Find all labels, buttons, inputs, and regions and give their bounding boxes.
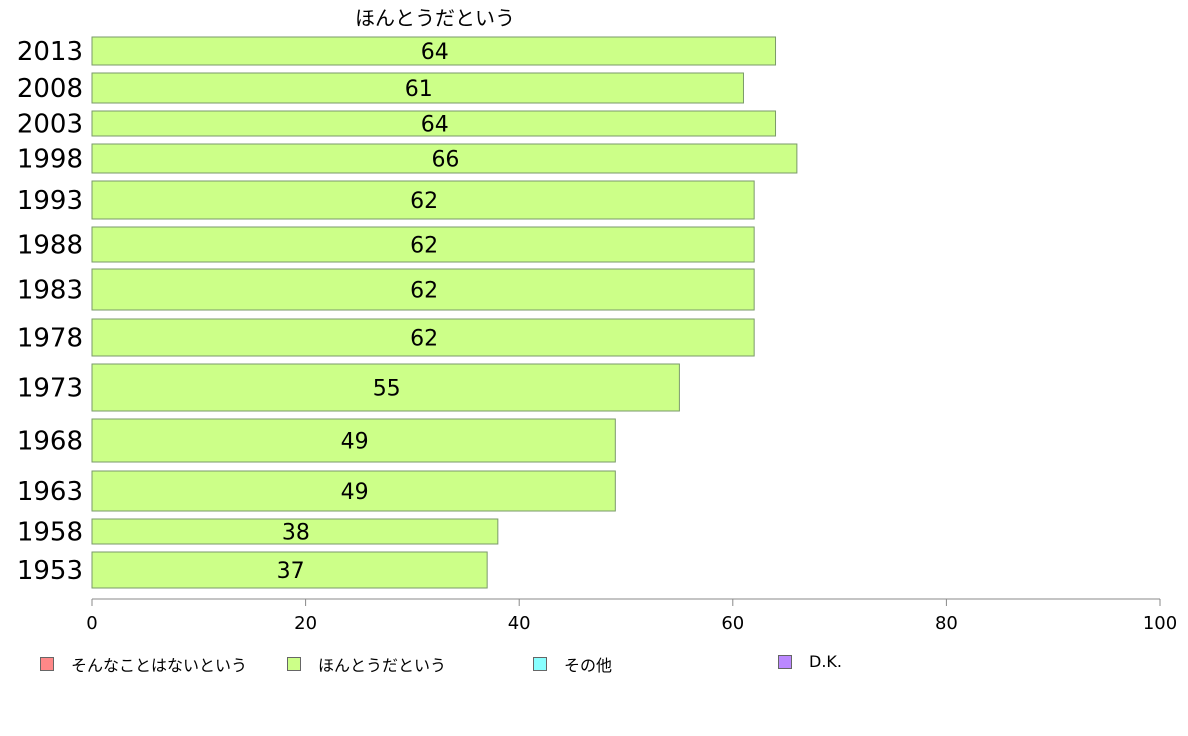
x-tick-label-0: 0 (86, 613, 97, 634)
chart-title: ほんとうだという (355, 6, 515, 30)
data-label-1953: 37 (277, 559, 305, 584)
x-tick-label-20: 20 (294, 613, 317, 634)
category-label-1968: 1968 (17, 427, 83, 457)
category-label-1978: 1978 (17, 324, 83, 354)
bar-1993 (91, 180, 755, 220)
legend-swatch (40, 657, 54, 671)
legend-item-hontou: ほんとうだという (287, 652, 446, 676)
x-tick-label-60: 60 (721, 613, 744, 634)
bar-chart: ほんとうだという 6420136120086420036619986219936… (17, 6, 1177, 634)
x-axis: 0 20 40 60 80 100 (86, 598, 1177, 634)
category-label-1973: 1973 (17, 374, 83, 404)
legend-swatch (287, 657, 301, 671)
category-label-1958: 1958 (17, 518, 83, 548)
category-label-2003: 2003 (17, 110, 83, 140)
category-label-2013: 2013 (17, 37, 83, 67)
data-label-1993: 62 (410, 189, 438, 214)
data-label-1958: 38 (282, 521, 310, 546)
legend-swatch (533, 657, 547, 671)
data-label-1978: 62 (410, 327, 438, 352)
data-label-1998: 66 (431, 148, 459, 173)
bar-1963 (91, 470, 616, 512)
bar-1988 (91, 226, 755, 263)
data-label-1983: 62 (410, 279, 438, 304)
category-label-1988: 1988 (17, 231, 83, 261)
category-label-2008: 2008 (17, 74, 83, 104)
bar-1953 (91, 551, 488, 589)
data-label-2003: 64 (421, 113, 449, 138)
x-tick-label-80: 80 (935, 613, 958, 634)
x-tick-label-40: 40 (508, 613, 531, 634)
data-label-1988: 62 (410, 234, 438, 259)
legend-label: その他 (564, 656, 613, 675)
category-label-1963: 1963 (17, 477, 83, 507)
bar-1983 (91, 268, 755, 311)
category-label-1983: 1983 (17, 276, 83, 306)
data-label-1973: 55 (373, 377, 401, 402)
data-label-2008: 61 (405, 77, 433, 102)
data-label-1963: 49 (341, 480, 369, 505)
legend-item-other: その他 (533, 652, 612, 676)
category-label-1953: 1953 (17, 556, 83, 586)
legend-label: そんなことはないという (71, 656, 248, 675)
bar-1973 (91, 363, 680, 412)
bar-1978 (91, 318, 755, 357)
legend-swatch (778, 654, 792, 669)
bar-1998 (91, 143, 798, 174)
bar-2003 (91, 110, 777, 137)
legend: そんなことはないという ほんとうだという その他 D.K. (0, 652, 1188, 676)
bars-group: 64 2013 61 2008 64 2003 66 1998 62 1993 62 1988 62 19… (17, 36, 798, 589)
data-label-2013: 64 (421, 40, 449, 65)
category-label-1993: 1993 (17, 186, 83, 216)
category-label-1998: 1998 (17, 145, 83, 175)
legend-item-sonna: そんなことはないという (40, 652, 247, 676)
data-label-1968: 49 (341, 430, 369, 455)
legend-label: ほんとうだという (318, 656, 447, 675)
legend-item-dk: D.K. (778, 652, 842, 671)
legend-label: D.K. (809, 652, 842, 671)
bar-1958 (91, 518, 499, 545)
x-tick-label-100: 100 (1143, 613, 1177, 634)
bar-2013 (91, 36, 777, 66)
bar-1968 (91, 418, 616, 463)
bar-2008 (91, 72, 744, 104)
